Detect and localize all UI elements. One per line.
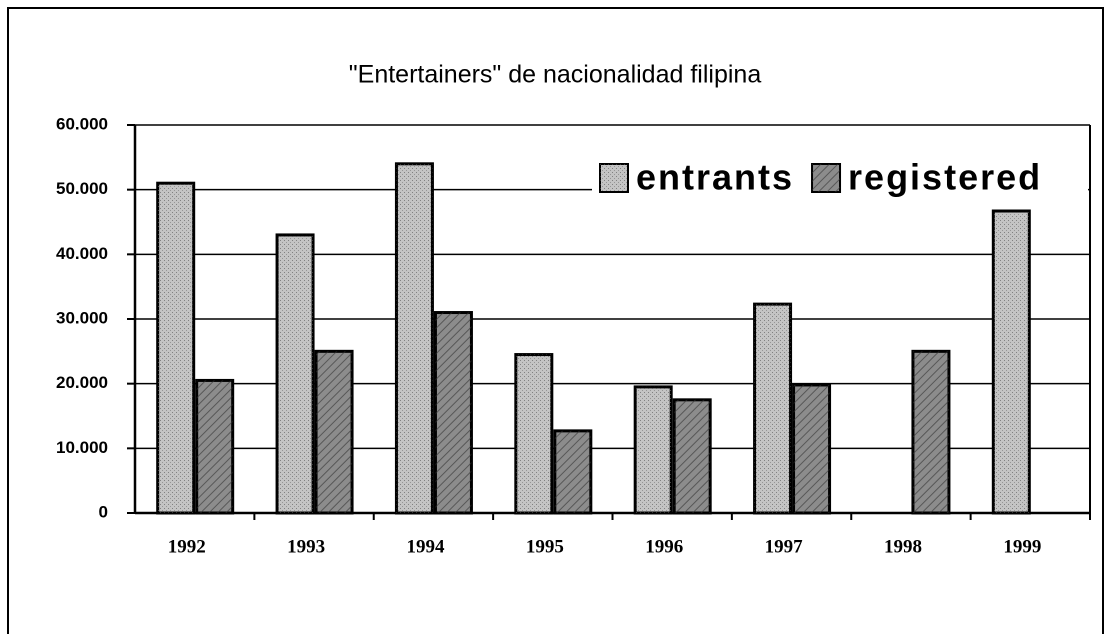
x-tick-label: 1997: [765, 536, 804, 557]
legend-swatch-texture: [600, 164, 628, 192]
bar-texture: [554, 430, 591, 513]
x-tick-label: 1992: [168, 536, 206, 557]
y-tick-label: 60.000: [56, 114, 108, 133]
bar-texture: [793, 384, 830, 513]
x-tick-label: 1998: [884, 536, 922, 557]
y-tick-label: 30.000: [56, 308, 108, 327]
legend-swatch-texture: [812, 164, 841, 192]
bar-texture: [396, 163, 433, 514]
x-tick-label: 1995: [526, 536, 564, 557]
y-tick-label: 50.000: [56, 179, 108, 198]
y-tick-label: 40.000: [56, 244, 108, 263]
x-tick-label: 1999: [1003, 536, 1041, 557]
bar-texture: [196, 380, 233, 513]
bar-texture: [635, 386, 672, 513]
chart-title: "Entertainers" de nacionalidad filipina: [349, 61, 762, 89]
bar-texture: [157, 183, 194, 513]
bar-texture: [912, 351, 949, 513]
frame: [7, 7, 1104, 634]
bar-texture: [515, 354, 552, 513]
y-tick-label: 20.000: [56, 373, 108, 392]
y-tick-label: 0: [99, 502, 108, 521]
x-tick-label: 1996: [645, 536, 683, 557]
bar-texture: [435, 312, 472, 513]
bar-texture: [316, 351, 353, 513]
bar-texture: [993, 211, 1030, 514]
bar-texture: [754, 304, 791, 513]
x-tick-label: 1994: [406, 536, 445, 557]
bar-texture: [277, 234, 314, 513]
legend-label: registered: [848, 157, 1042, 198]
x-tick-label: 1993: [287, 536, 325, 557]
legend-label: entrants: [636, 157, 794, 198]
y-tick-label: 10.000: [56, 438, 108, 457]
bar-texture: [674, 399, 711, 513]
